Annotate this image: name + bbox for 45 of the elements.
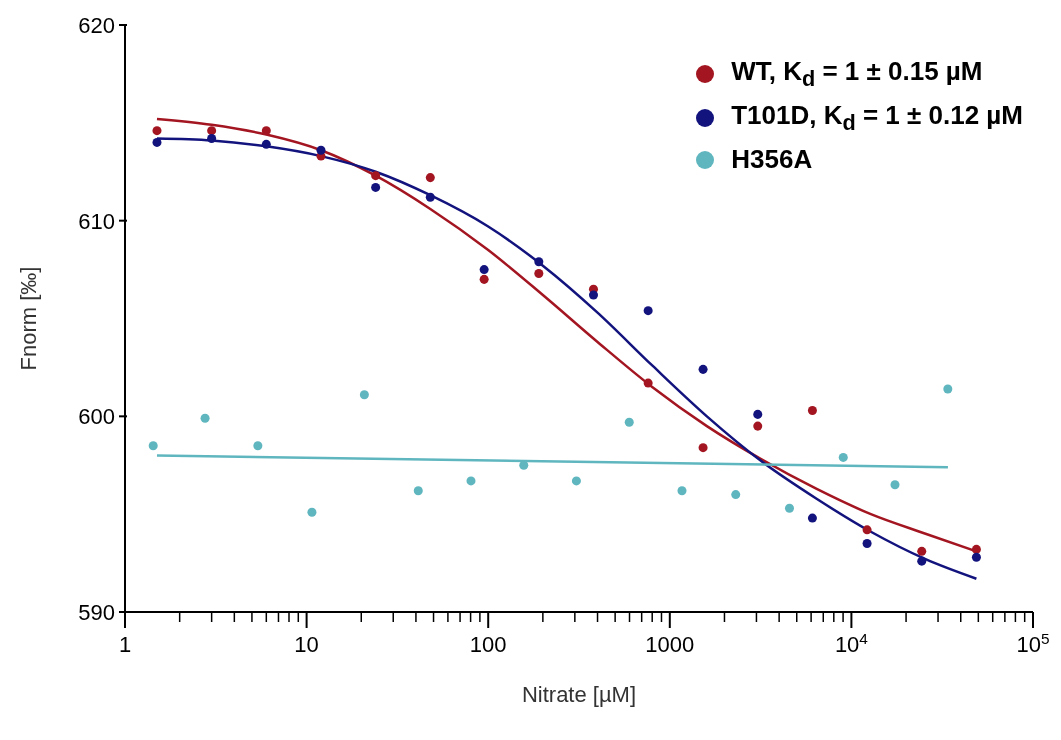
point <box>971 552 981 562</box>
point <box>753 421 763 431</box>
x-tick-label: 10 <box>294 632 319 657</box>
point <box>917 556 927 566</box>
point <box>207 126 217 136</box>
point <box>807 513 817 523</box>
point <box>807 405 817 415</box>
point <box>425 173 435 183</box>
point <box>534 257 544 267</box>
y-tick-label: 610 <box>78 208 115 234</box>
point <box>261 139 271 149</box>
point <box>917 546 927 556</box>
point <box>643 306 653 316</box>
point <box>862 525 872 535</box>
y-tick-label: 620 <box>78 13 115 38</box>
point <box>534 268 544 278</box>
x-tick-label: 1 <box>118 632 132 657</box>
x-tick-label: 100 <box>469 632 507 657</box>
point <box>643 378 653 388</box>
point <box>698 443 708 453</box>
x-axis-title: Nitrate [µM] <box>521 682 637 707</box>
point <box>371 182 381 192</box>
y-axis-title: Fnorm [‰] <box>15 266 41 371</box>
y-tick-label: 600 <box>78 404 115 430</box>
x-tick-label: 10$^{4}$ <box>834 629 869 657</box>
x-tick-label: 1000 <box>645 632 695 657</box>
point <box>698 364 708 374</box>
legend-label: H356A <box>731 144 813 176</box>
point <box>207 133 217 143</box>
legend-label: T101D, K$_{d}$ = 1 ± 0.12 µM <box>731 100 1023 137</box>
point <box>588 290 598 300</box>
point <box>425 192 435 202</box>
point <box>862 539 872 549</box>
y-tick-label: 590 <box>78 600 115 625</box>
point <box>261 126 271 136</box>
point <box>971 544 981 554</box>
point <box>479 265 489 275</box>
point <box>753 409 763 419</box>
x-tick-label: 10$^{5}$ <box>1016 629 1050 657</box>
legend-label: WT, K$_{d}$ = 1 ± 0.15 µM <box>731 56 983 93</box>
point <box>479 274 489 284</box>
point <box>316 145 326 155</box>
point <box>371 171 381 181</box>
point <box>152 126 162 136</box>
point <box>152 137 162 147</box>
